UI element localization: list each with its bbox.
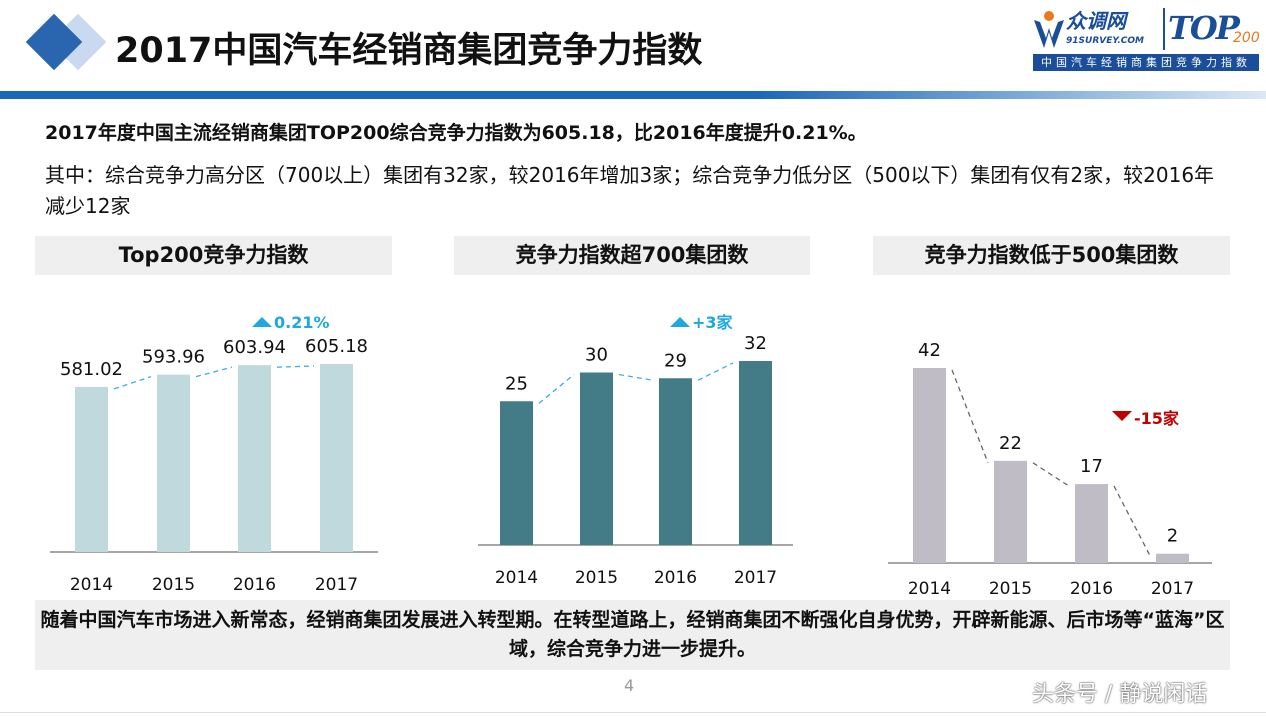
survey-logo-icon	[1034, 11, 1064, 48]
bar-2014	[500, 401, 533, 545]
data-label: 32	[744, 333, 767, 354]
data-label: 22	[999, 433, 1022, 454]
data-label: 25	[505, 373, 528, 394]
change-annotation: +3家	[692, 313, 734, 332]
summary-headline: 2017年度中国主流经销商集团TOP200综合竞争力指数为605.18，比201…	[45, 122, 867, 144]
chart-title-top200-index: Top200竞争力指数	[35, 236, 392, 275]
logo-strip: 中国汽车经销商集团竞争力指数	[1033, 54, 1259, 71]
x-tick-label: 2016	[1070, 579, 1113, 599]
conclusion-text: 随着中国汽车市场进入新常态，经销商集团发展进入转型期。在转型道路上，经销商集团不…	[40, 609, 1225, 660]
trend-line-segment	[697, 362, 734, 381]
logo-mark-sub: 200	[1233, 30, 1260, 46]
data-label: 603.94	[223, 337, 286, 358]
trend-line-segment	[618, 373, 654, 381]
header-bar	[0, 91, 1266, 99]
logo-brand: 众调网	[1066, 9, 1126, 33]
change-annotation: -15家	[1134, 409, 1180, 428]
bar-2017	[739, 361, 772, 545]
page-number: 4	[624, 676, 635, 695]
logo-site: 91SURVEY.COM	[1066, 36, 1145, 46]
bar-2016	[1075, 484, 1108, 563]
data-label: 605.18	[305, 336, 368, 357]
trend-line-segment	[1113, 485, 1151, 557]
logo: 众调网 91SURVEY.COM TOP 200 中国汽车经销商集团竞争力指数	[1030, 4, 1262, 72]
x-tick-label: 2014	[908, 579, 951, 599]
page-title: 2017中国汽车经销商集团竞争力指数	[115, 31, 703, 71]
trend-line-segment	[951, 369, 989, 464]
bar-2017	[320, 364, 353, 552]
trend-line-segment	[195, 366, 233, 378]
trend-line-segment	[113, 376, 152, 390]
charts-canvas: 581.02 2014 593.96 2015 603.94 2016 605.18 2017…	[50, 313, 1212, 599]
x-tick-label: 2015	[152, 575, 195, 595]
x-tick-label: 2014	[495, 568, 538, 588]
x-tick-label: 2014	[70, 575, 113, 595]
logo-mark: TOP	[1168, 9, 1240, 47]
bar-2017	[1156, 553, 1189, 563]
arrow-up-icon	[252, 317, 272, 327]
x-tick-label: 2017	[734, 568, 777, 588]
x-tick-label: 2015	[575, 568, 618, 588]
conclusion-box: 随着中国汽车市场进入新常态，经销商集团发展进入转型期。在转型道路上，经销商集团不…	[35, 600, 1230, 670]
bar-2014	[75, 386, 108, 552]
data-label: 30	[585, 345, 608, 366]
watermark: 头条号 / 静说闲话	[1032, 682, 1208, 707]
x-tick-label: 2016	[654, 568, 697, 588]
change-annotation: 0.21%	[274, 313, 330, 332]
data-label: 593.96	[142, 347, 205, 368]
summary-detail: 其中：综合竞争力高分区（700以上）集团有32家，较2016年增加3家；综合竞争…	[45, 163, 1215, 218]
chart-title-over-700: 竞争力指数超700集团数	[454, 236, 810, 275]
bar-2015	[157, 374, 190, 552]
footer-divider	[0, 712, 1266, 713]
bar-2016	[659, 378, 692, 545]
bar-2015	[994, 460, 1027, 563]
chart-title-under-500: 竞争力指数低于500集团数	[873, 236, 1230, 275]
bar-2016	[238, 365, 271, 552]
data-label: 2	[1167, 526, 1178, 547]
trend-line-segment	[276, 365, 315, 368]
data-label: 581.02	[60, 359, 123, 380]
trend-line-segment	[1032, 462, 1070, 487]
x-tick-label: 2015	[989, 579, 1032, 599]
x-tick-label: 2016	[233, 575, 276, 595]
arrow-up-icon	[670, 317, 690, 327]
x-tick-label: 2017	[1151, 579, 1194, 599]
data-label: 29	[664, 350, 687, 371]
trend-line-segment	[538, 373, 575, 404]
data-label: 42	[918, 340, 941, 361]
data-label: 17	[1080, 456, 1103, 477]
bar-2014	[913, 368, 946, 563]
bar-2015	[580, 372, 613, 545]
logo-divider	[1163, 8, 1165, 50]
x-tick-label: 2017	[315, 575, 358, 595]
arrow-down-icon	[1112, 411, 1132, 421]
